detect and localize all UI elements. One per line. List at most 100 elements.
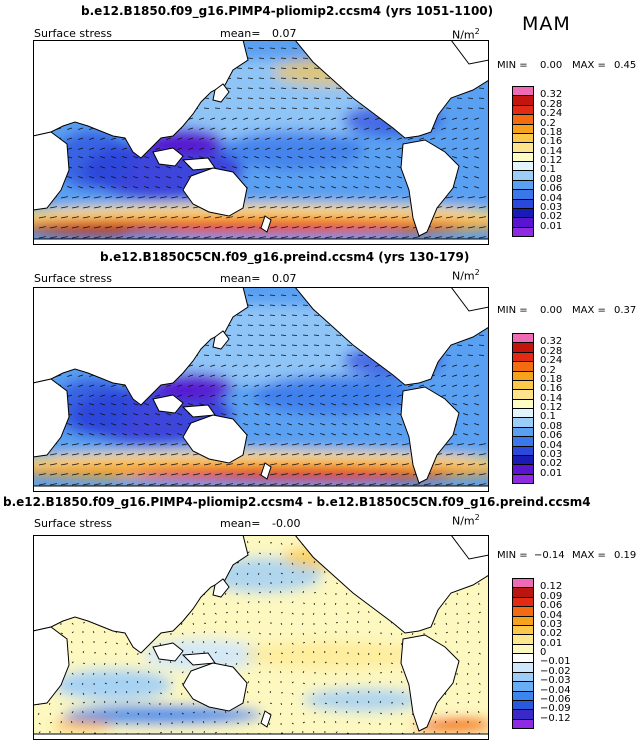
land-mass [182, 662, 248, 712]
vector-arrow [265, 186, 271, 189]
vector-arrow [38, 483, 46, 486]
vector-arrow [89, 403, 95, 406]
colorbar-tick-label: 0.14 [540, 392, 563, 404]
vector-arrow [122, 433, 128, 436]
vector-arrow [342, 156, 348, 159]
vector-arrow [265, 433, 271, 436]
vector-arrow [115, 473, 123, 476]
panel-2-title: b.e12.B1850C5CN.f09_g16.preind.ccsm4 (yr… [100, 250, 470, 264]
vector-arrow [291, 236, 299, 239]
vector-arrow [133, 433, 139, 436]
vector-arrow [82, 453, 90, 456]
vector-arrow [49, 463, 57, 466]
vector-arrow [368, 700, 370, 704]
vector-arrow [144, 413, 150, 416]
vector-arrow [269, 216, 277, 219]
vector-arrow [279, 671, 282, 674]
vector-arrow [203, 226, 211, 229]
field-blob [53, 130, 133, 190]
vector-arrow [324, 196, 332, 199]
vector-arrow [177, 433, 183, 436]
vector-arrow [280, 611, 283, 614]
vector-arrow [386, 423, 392, 426]
vector-arrow [71, 631, 74, 634]
vector-arrow [232, 137, 238, 140]
vector-arrow [137, 701, 141, 704]
vector-arrow [225, 611, 229, 614]
vector-arrow [353, 156, 359, 159]
vector-arrow [298, 433, 304, 436]
vector-arrow [104, 236, 112, 239]
vector-arrow [390, 483, 398, 486]
vector-arrow [60, 632, 64, 635]
vector-arrow [452, 117, 458, 120]
vector-arrow [78, 176, 84, 179]
vector-arrow [148, 691, 151, 694]
vector-arrow [243, 413, 249, 416]
vector-arrow [390, 463, 398, 466]
vector-arrow [170, 216, 178, 219]
vector-arrow [114, 700, 117, 704]
vector-arrow [320, 374, 326, 377]
vector-arrow [67, 186, 73, 189]
vector-arrow [100, 394, 106, 397]
vector-arrow [199, 147, 205, 150]
vector-arrow [159, 473, 167, 476]
vector-arrow [342, 176, 348, 179]
vector-arrow [221, 413, 227, 416]
vector-arrow [298, 147, 304, 150]
vector-arrow [225, 652, 228, 655]
vector-arrow [335, 236, 343, 239]
vector-arrow [199, 384, 205, 387]
vector-arrow [67, 137, 73, 140]
vector-arrow [60, 453, 68, 456]
vector-arrow [478, 672, 480, 676]
vector-arrow [419, 137, 425, 140]
vector-arrow [67, 176, 73, 179]
vector-arrow [313, 236, 321, 239]
vector-arrow [313, 453, 321, 456]
vector-arrow [312, 651, 315, 654]
vector-arrow [346, 473, 354, 476]
vector-arrow [125, 652, 128, 655]
vector-arrow [126, 216, 134, 219]
panel-2-units: N/m2 [452, 268, 480, 283]
vector-arrow [210, 147, 216, 150]
vector-arrow [309, 137, 315, 140]
vector-arrow [463, 186, 469, 189]
vector-arrow [136, 680, 139, 684]
vector-arrow [364, 394, 370, 397]
vector-arrow [287, 384, 293, 387]
vector-arrow [291, 612, 294, 615]
vector-arrow [368, 453, 376, 456]
vector-arrow [247, 236, 255, 239]
vector-arrow [181, 622, 183, 626]
vector-arrow [301, 581, 304, 584]
vector-arrow [49, 226, 57, 229]
colorbar-tick-label: 0.2 [540, 117, 556, 129]
vector-arrow [49, 236, 57, 239]
vector-arrow [467, 651, 470, 654]
vector-arrow [137, 216, 145, 219]
vector-arrow [389, 722, 392, 725]
vector-arrow [104, 473, 112, 476]
vector-arrow [180, 730, 183, 734]
vector-arrow [115, 236, 123, 239]
vector-arrow [199, 394, 205, 397]
vector-arrow [188, 403, 194, 406]
vector-arrow [353, 364, 359, 367]
vector-arrow [334, 682, 337, 686]
vector-arrow [291, 196, 299, 199]
vector-arrow [133, 403, 139, 406]
vector-arrow [269, 652, 271, 656]
vector-arrow [298, 117, 304, 120]
vector-arrow [390, 662, 394, 664]
vector-arrow [122, 423, 128, 426]
vector-arrow [445, 443, 453, 446]
vector-arrow [257, 652, 260, 656]
vector-arrow [122, 176, 128, 179]
vector-arrow [111, 433, 117, 436]
vector-arrow [302, 712, 305, 715]
vector-arrow [375, 176, 381, 179]
vector-arrow [397, 384, 403, 387]
